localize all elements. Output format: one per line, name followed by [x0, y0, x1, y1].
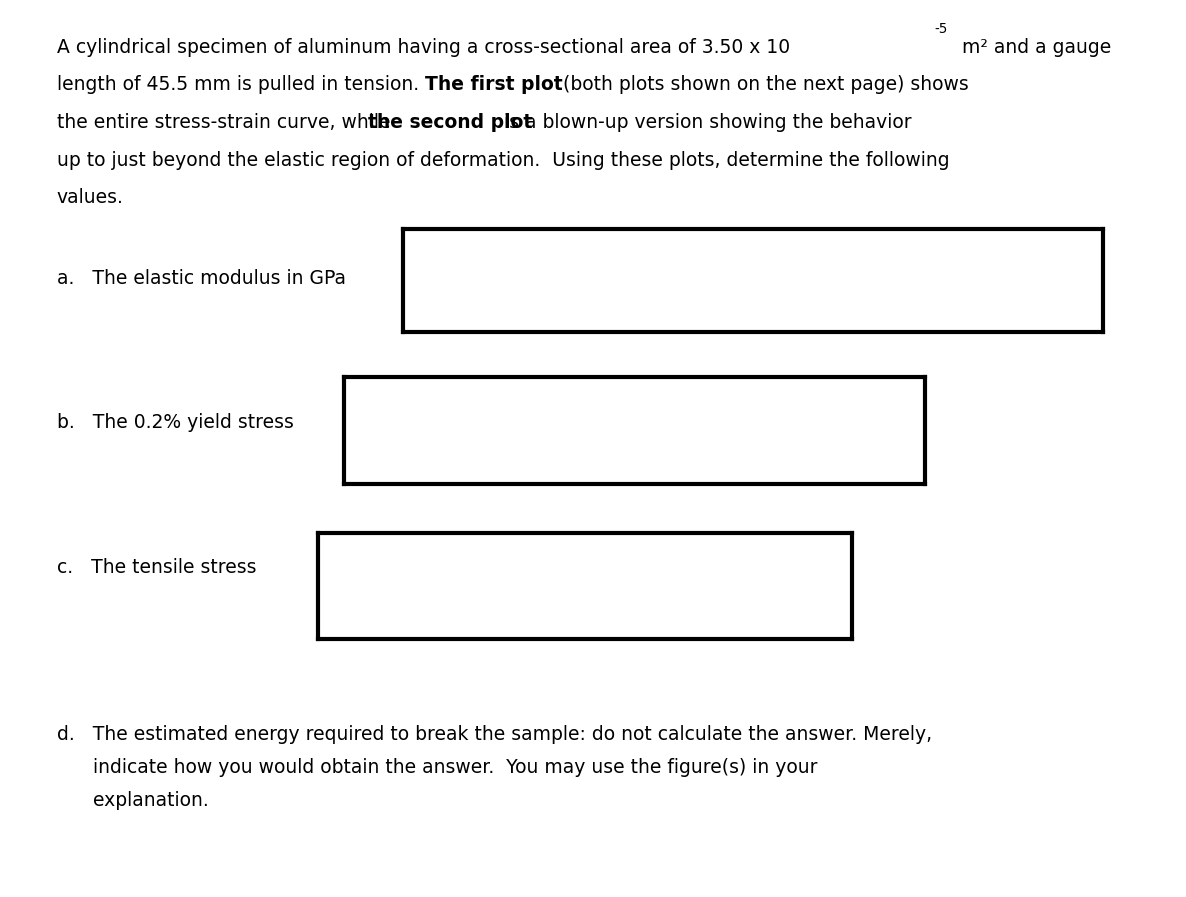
Text: The first plot: The first plot: [425, 75, 562, 94]
Text: b.   The 0.2% yield stress: b. The 0.2% yield stress: [57, 413, 294, 431]
Text: (both plots shown on the next page) shows: (both plots shown on the next page) show…: [557, 75, 969, 94]
Text: -5: -5: [935, 22, 948, 36]
Text: the second plot: the second plot: [368, 113, 531, 132]
Text: indicate how you would obtain the answer.  You may use the figure(s) in your: indicate how you would obtain the answer…: [57, 758, 817, 777]
Text: d.   The estimated energy required to break the sample: do not calculate the ans: d. The estimated energy required to brea…: [57, 725, 932, 744]
Text: A cylindrical specimen of aluminum having a cross-sectional area of 3.50 x 10: A cylindrical specimen of aluminum havin…: [57, 38, 790, 57]
Text: explanation.: explanation.: [57, 791, 209, 810]
Text: c.   The tensile stress: c. The tensile stress: [57, 558, 256, 577]
Text: m² and a gauge: m² and a gauge: [956, 38, 1111, 57]
Text: the entire stress-strain curve, while: the entire stress-strain curve, while: [57, 113, 396, 132]
Text: is a blown-up version showing the behavior: is a blown-up version showing the behavi…: [498, 113, 912, 132]
Text: up to just beyond the elastic region of deformation.  Using these plots, determi: up to just beyond the elastic region of …: [57, 151, 950, 170]
Text: values.: values.: [57, 188, 123, 207]
Text: a.   The elastic modulus in GPa: a. The elastic modulus in GPa: [57, 269, 346, 288]
Text: length of 45.5 mm is pulled in tension.: length of 45.5 mm is pulled in tension.: [57, 75, 431, 94]
